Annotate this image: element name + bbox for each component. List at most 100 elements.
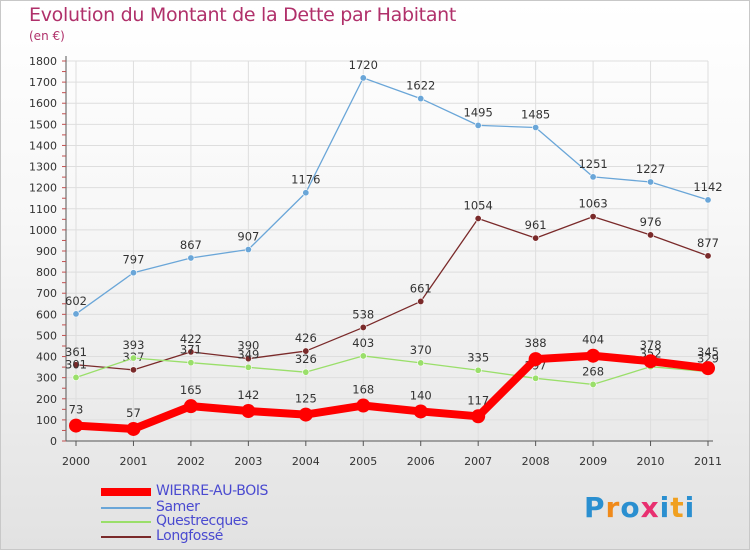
data-label: 371: [180, 343, 202, 357]
data-point: [647, 178, 655, 186]
x-tick-label: 2004: [292, 455, 320, 468]
y-tick-label: 1100: [29, 203, 57, 216]
data-point: [586, 348, 601, 363]
x-tick-label: 2011: [694, 455, 722, 468]
data-label: 390: [237, 339, 259, 353]
data-point: [417, 297, 425, 305]
data-label: 1485: [521, 108, 550, 122]
series-line: [75, 355, 709, 386]
y-tick-label: 400: [36, 351, 57, 364]
data-point: [704, 196, 712, 204]
data-point: [302, 189, 310, 197]
y-tick-label: 1400: [29, 139, 57, 152]
legend-label: Questrecques: [156, 513, 248, 529]
data-label: 345: [697, 345, 719, 359]
data-point: [701, 361, 715, 376]
data-label: 268: [582, 364, 604, 378]
y-tick-label: 1800: [29, 55, 57, 68]
x-tick-label: 2007: [464, 455, 492, 468]
logo-letter: i: [659, 491, 671, 524]
data-point: [417, 95, 425, 103]
series-line: [75, 351, 709, 433]
data-point: [474, 214, 482, 222]
proxiti-logo: Proxiti: [584, 491, 695, 524]
logo-letter: t: [670, 491, 685, 524]
logo-letter: P: [584, 491, 606, 524]
legend-swatch: [101, 536, 151, 538]
data-label: 1054: [464, 198, 493, 212]
data-point: [589, 213, 597, 221]
data-point: [129, 366, 137, 374]
legend-label: Samer: [156, 499, 200, 515]
data-point: [532, 124, 540, 132]
x-tick-label: 2001: [119, 455, 147, 468]
series-line: [75, 77, 709, 315]
data-label: 370: [410, 343, 432, 357]
data-point: [72, 373, 80, 381]
data-point: [302, 368, 310, 376]
data-point: [532, 234, 540, 242]
data-point: [72, 310, 80, 318]
data-label: 907: [237, 230, 259, 244]
data-label: 422: [180, 332, 202, 346]
logo-letter: r: [605, 491, 621, 524]
data-label: 301: [65, 357, 87, 371]
data-point: [474, 121, 482, 129]
legend-label: Longfossé: [156, 528, 223, 544]
y-tick-label: 300: [36, 372, 57, 385]
x-tick-label: 2002: [177, 455, 205, 468]
chart-title: Evolution du Montant de la Dette par Hab…: [29, 4, 457, 26]
data-label: 326: [295, 352, 317, 366]
data-label: 57: [126, 406, 141, 420]
x-tick-label: 2006: [407, 455, 435, 468]
x-tick-label: 2008: [522, 455, 550, 468]
legend-swatch: [101, 521, 151, 523]
x-tick-label: 2000: [62, 455, 90, 468]
data-point: [413, 404, 428, 419]
y-tick-label: 900: [36, 245, 57, 258]
data-point: [187, 254, 195, 262]
data-label: 1720: [349, 58, 378, 72]
data-point: [126, 421, 141, 436]
y-tick-label: 1300: [29, 161, 57, 174]
data-point: [187, 359, 195, 367]
data-label: 388: [525, 336, 547, 350]
data-point: [417, 359, 425, 367]
data-label: 168: [352, 383, 374, 397]
y-tick-label: 1600: [29, 97, 57, 110]
data-label: 117: [467, 393, 489, 407]
x-tick-label: 2009: [579, 455, 607, 468]
data-point: [244, 363, 252, 371]
data-point: [474, 366, 482, 374]
data-label: 125: [295, 392, 317, 406]
y-tick-label: 700: [36, 287, 57, 300]
logo-letter: x: [640, 491, 660, 524]
data-point: [183, 399, 198, 414]
data-label: 142: [237, 388, 259, 402]
data-label: 426: [295, 331, 317, 345]
data-point: [532, 374, 540, 382]
data-label: 602: [65, 294, 87, 308]
data-label: 877: [697, 236, 719, 250]
data-point: [187, 348, 195, 356]
data-point: [129, 269, 137, 277]
data-label: 1063: [578, 197, 607, 211]
data-point: [241, 404, 256, 419]
y-tick-label: 800: [36, 266, 57, 279]
data-label: 661: [410, 281, 432, 295]
data-point: [356, 398, 371, 413]
data-label: 1227: [636, 162, 665, 176]
data-label: 1495: [464, 105, 493, 119]
data-label: 165: [180, 383, 202, 397]
data-point: [302, 347, 310, 355]
x-tick-label: 2010: [637, 455, 665, 468]
data-label: 349: [237, 347, 259, 361]
y-tick-label: 1500: [29, 118, 57, 131]
data-label: 1251: [578, 157, 607, 171]
data-point: [72, 361, 80, 369]
data-point: [647, 231, 655, 239]
chart-subtitle: (en €): [29, 29, 65, 43]
y-tick-label: 1700: [29, 76, 57, 89]
data-label: 378: [640, 338, 662, 352]
